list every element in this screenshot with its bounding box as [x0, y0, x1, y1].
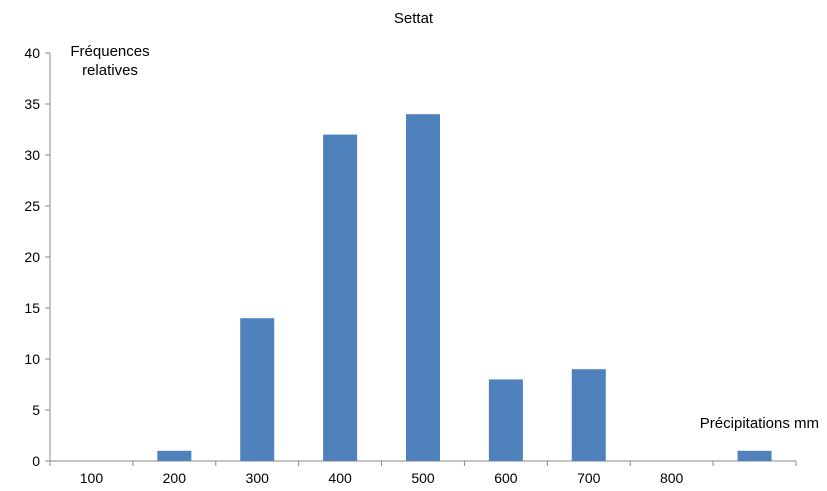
y-tick-label: 35	[24, 96, 40, 112]
bar	[157, 450, 192, 461]
x-tick-label: 300	[246, 470, 270, 486]
bar	[571, 369, 606, 461]
y-tick-label: 15	[24, 300, 40, 316]
chart-title: Settat	[393, 10, 434, 27]
x-tick-label: 500	[411, 470, 435, 486]
x-tick-label: 100	[80, 470, 104, 486]
y-tick-label: 20	[24, 249, 40, 265]
bar	[240, 318, 275, 461]
y-tick-label: 10	[24, 351, 40, 367]
tick-labels: 0 5 10 15 20 25 30 35 40 100 200 300 400 500 600 700 800	[24, 45, 683, 486]
x-tick-label: 400	[328, 470, 352, 486]
bar	[737, 450, 772, 461]
x-tick-label: 800	[660, 470, 684, 486]
bar	[406, 114, 440, 461]
bar	[488, 379, 523, 461]
x-tick-label: 700	[577, 470, 601, 486]
x-axis-label: Précipitations mm	[699, 415, 819, 432]
x-tick-label: 600	[494, 470, 518, 486]
y-tick-label: 25	[24, 198, 40, 214]
y-axis-label: Fréquences relatives	[70, 43, 150, 79]
y-tick-label: 5	[32, 402, 40, 418]
y-tick-label: 0	[32, 453, 40, 469]
y-tick-label: 40	[24, 45, 40, 61]
bar	[323, 134, 358, 461]
x-tick-label: 200	[163, 470, 187, 486]
y-tick-label: 30	[24, 147, 40, 163]
bars	[157, 114, 772, 461]
